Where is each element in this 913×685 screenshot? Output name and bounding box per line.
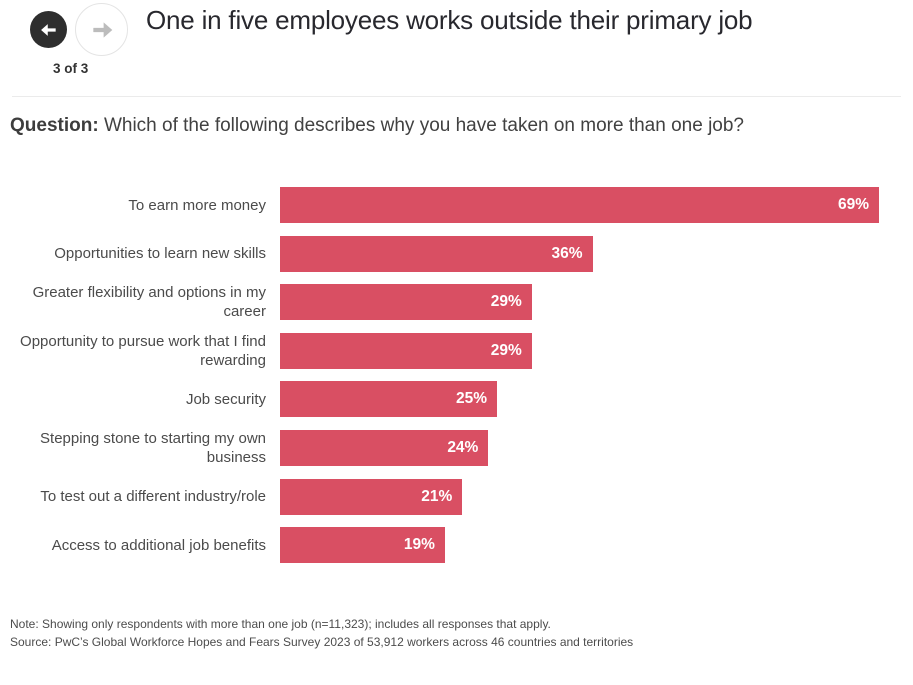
chart-row: Opportunities to learn new skills 36%: [10, 235, 913, 272]
question-prefix: Question:: [10, 115, 99, 136]
note-line: Note: Showing only respondents with more…: [10, 617, 551, 632]
source-line: Source: PwC’s Global Workforce Hopes and…: [10, 634, 634, 649]
chart-row: Greater flexibility and options in my ca…: [10, 284, 913, 321]
category-label: To test out a different industry/role: [40, 488, 266, 506]
bar-value-label: 36%: [551, 244, 583, 262]
bar-track: 24%: [280, 429, 879, 466]
bar: 24%: [280, 429, 489, 466]
pagination-indicator: 3 of 3: [53, 61, 89, 76]
bar: 21%: [280, 478, 463, 515]
header-divider: [12, 96, 901, 97]
chart-row: Job security 25%: [10, 381, 913, 418]
bar-track: 36%: [280, 235, 879, 272]
bar: 25%: [280, 381, 498, 418]
chart-row: To earn more money 69%: [10, 187, 913, 223]
bar-value-label: 19%: [403, 536, 435, 554]
bar-track: 19%: [280, 527, 879, 564]
category-label: Stepping stone to starting my own busine…: [40, 429, 266, 466]
category-label: Greater flexibility and options in my ca…: [32, 284, 266, 321]
bar: 36%: [280, 235, 593, 272]
bar-value-label: 24%: [447, 438, 479, 456]
next-chart-button[interactable]: [75, 3, 128, 56]
bar-value-label: 29%: [490, 293, 522, 311]
footnotes: Note: Showing only respondents with more…: [10, 616, 903, 651]
chart-row: Opportunity to pursue work that I find r…: [10, 332, 913, 369]
arrow-left-icon: [39, 20, 59, 40]
category-label: To earn more money: [128, 196, 266, 214]
question-line: Question: Which of the following describ…: [10, 114, 903, 138]
page-title: One in five employees works outside thei…: [146, 5, 753, 35]
chart-header: 3 of 3 One in five employees works outsi…: [0, 0, 913, 97]
bar-value-label: 25%: [455, 390, 488, 408]
arrow-right-icon: [89, 17, 115, 43]
chart-row: To test out a different industry/role 21%: [10, 478, 913, 515]
bar-value-label: 69%: [837, 196, 869, 213]
bar-track: 69%: [280, 187, 879, 223]
category-label: Access to additional job benefits: [51, 536, 266, 554]
bar-track: 29%: [280, 284, 879, 321]
category-label: Opportunities to learn new skills: [54, 245, 266, 263]
category-label: Opportunity to pursue work that I find r…: [20, 332, 266, 369]
category-label: Job security: [185, 390, 266, 408]
bar-track: 21%: [280, 478, 879, 515]
bar: 29%: [280, 332, 532, 369]
chart-row: Stepping stone to starting my own busine…: [10, 429, 913, 466]
bar-value-label: 21%: [421, 487, 453, 505]
bar-track: 29%: [280, 332, 879, 369]
bar-chart: To earn more money 69% Opportunities to le…: [10, 187, 913, 564]
previous-chart-button[interactable]: [30, 11, 67, 48]
question-text: Which of the following describes why you…: [98, 115, 744, 136]
bar: 29%: [280, 284, 532, 321]
bar: 69%: [280, 187, 879, 223]
bar: 19%: [280, 527, 445, 564]
bar-value-label: 29%: [490, 341, 522, 359]
bar-track: 25%: [280, 381, 879, 418]
chart-row: Access to additional job benefits 19%: [10, 527, 913, 564]
